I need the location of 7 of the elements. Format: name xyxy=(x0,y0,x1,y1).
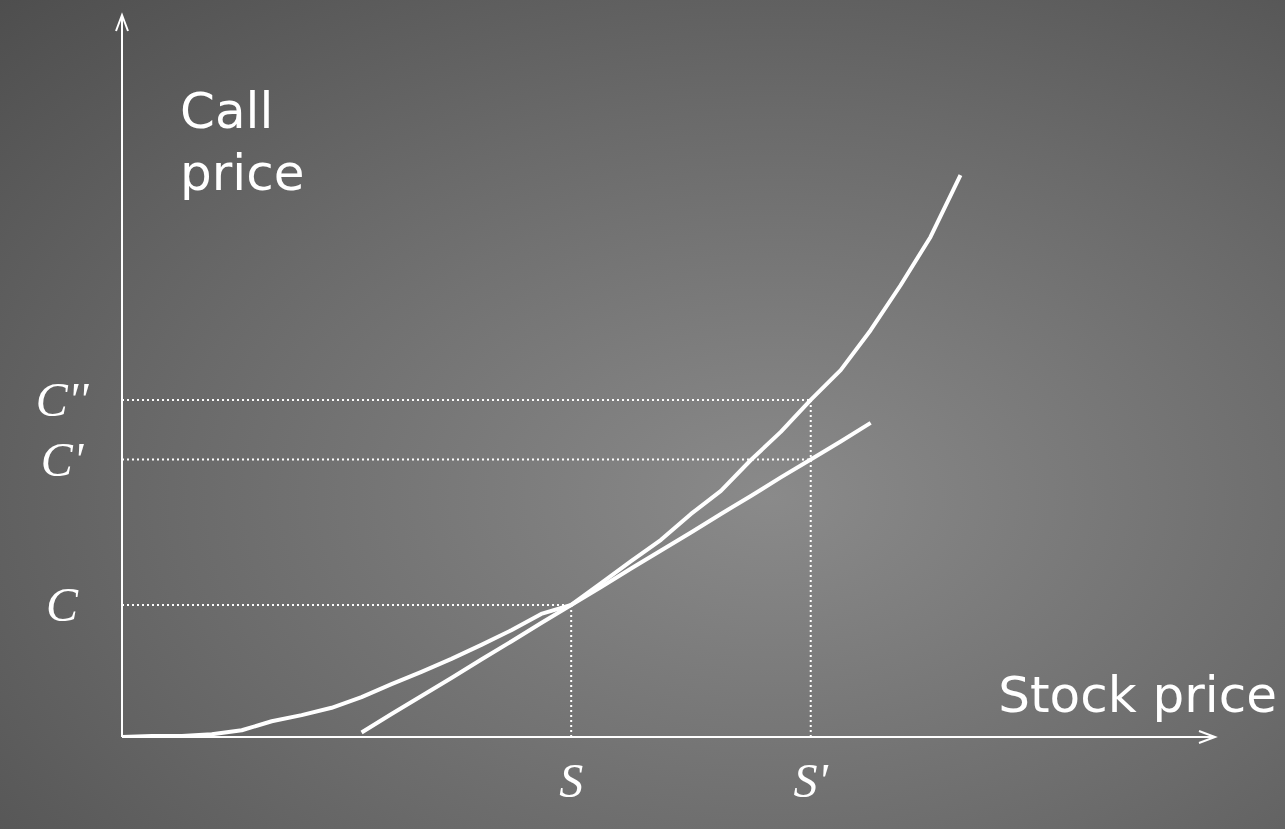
x-tick-label: S xyxy=(559,754,584,808)
ref-line-label: C xyxy=(45,578,79,632)
x-tick-label: S' xyxy=(793,754,829,808)
y-axis-title: Call price xyxy=(180,81,306,204)
x-axis-title: Stock price xyxy=(998,665,1277,725)
ref-line-label: C'' xyxy=(35,373,90,427)
ref-line-label: C' xyxy=(40,432,84,486)
